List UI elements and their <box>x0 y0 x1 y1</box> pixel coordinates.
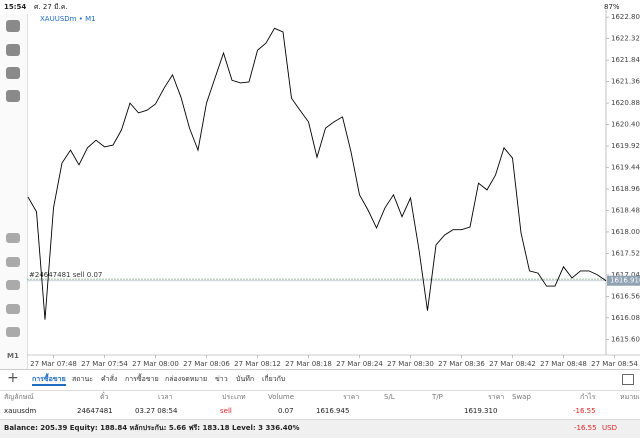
y-tick-label: 1619.440 <box>611 164 640 172</box>
bid-box <box>607 275 640 286</box>
bid-label: 1616.910 <box>610 277 640 285</box>
y-tick-label: 1617.040 <box>611 271 640 279</box>
tool-icon[interactable] <box>6 67 20 79</box>
x-tick-label: 27 Mar 08:24 <box>336 360 383 368</box>
tab[interactable]: สถานะ <box>72 375 93 383</box>
column-header hdr: เวลา <box>158 393 173 401</box>
x-tick-label: 27 Mar 08:18 <box>285 360 332 368</box>
y-tick-label: 1618.960 <box>611 185 640 193</box>
y-tick-label: 1616.080 <box>611 314 640 322</box>
total-profit: -16.55 <box>574 424 597 432</box>
currency: USD <box>602 424 617 432</box>
table-cell[interactable]: 03.27 08:54 <box>135 407 178 415</box>
y-tick-label: 1620.400 <box>611 121 640 129</box>
status-time: 15:54 <box>4 3 27 11</box>
table-cell[interactable]: 24647481 <box>77 407 113 415</box>
y-tick-label: 1615.600 <box>611 335 640 343</box>
x-tick-label: 27 Mar 07:54 <box>81 360 128 368</box>
table-cell[interactable]: xauusdm <box>4 407 37 415</box>
column-header hdr: กำไร <box>580 393 596 401</box>
add-button[interactable]: + <box>7 370 19 386</box>
y-tick-label: 1620.880 <box>611 99 640 107</box>
table-cell[interactable]: 0.07 <box>278 407 294 415</box>
x-tick-label: 27 Mar 08:12 <box>234 360 281 368</box>
chart: XAUUSDm • M1 1615.600 1616.080 1616.560 161… <box>27 10 640 368</box>
tool-icon[interactable] <box>6 280 20 290</box>
tab[interactable]: การซื้อขาย <box>125 375 159 383</box>
tool-icon[interactable] <box>6 44 20 56</box>
column-header hdr: ราคา <box>488 393 505 401</box>
price-line <box>27 27 607 320</box>
y-tick-label: 1619.920 <box>611 142 640 150</box>
tool-icon[interactable] <box>6 257 20 267</box>
order-label: #24647481 sell 0.07 <box>29 271 102 279</box>
table-cell[interactable]: -16.55 <box>573 407 596 415</box>
account-summary: Balance: 205.39 Equity: 188.84 หลักประกั… <box>4 424 300 432</box>
tool-icon[interactable] <box>6 304 20 314</box>
y-tick-label: 1622.320 <box>611 35 640 43</box>
y-tick-label: 1621.840 <box>611 56 640 64</box>
table-cell[interactable]: sell <box>220 407 232 415</box>
column-header hdr: Swap <box>512 393 531 401</box>
tool-icon[interactable] <box>6 90 20 102</box>
column-header hdr: Volume <box>268 393 295 401</box>
column-header hdr: ประเภท <box>222 393 246 401</box>
x-tick-label: 27 Mar 08:48 <box>540 360 587 368</box>
y-tick-label: 1617.520 <box>611 249 640 257</box>
column-header hdr: ราคา <box>343 393 360 401</box>
y-tick-label: 1618.480 <box>611 206 640 214</box>
x-tick-label: 27 Mar 08:30 <box>387 360 434 368</box>
y-tick-label: 1621.360 <box>611 78 640 86</box>
tool-icon[interactable] <box>6 233 20 243</box>
y-tick-label: 1618.000 <box>611 228 640 236</box>
column-header hdr: ตั๋ว <box>100 393 109 401</box>
x-tick-label: 27 Mar 08:54 <box>591 360 638 368</box>
tool-icon[interactable] <box>6 20 20 32</box>
tab-active[interactable]: การซื้อขาย <box>32 374 66 386</box>
y-tick-label: 1616.560 <box>611 292 640 300</box>
x-tick-label: 27 Mar 08:00 <box>132 360 179 368</box>
status-date: ศ. 27 มี.ค. <box>34 3 68 11</box>
tab[interactable]: คำสั่ง <box>101 375 118 383</box>
tool-icon[interactable] <box>6 327 20 337</box>
x-tick-label: 27 Mar 08:36 <box>438 360 485 368</box>
tab[interactable]: บันทึก <box>236 375 255 383</box>
tab-bar <box>0 369 640 391</box>
tab[interactable]: เกี่ยวกับ <box>262 375 286 383</box>
table-cell[interactable]: 1619.310 <box>464 407 498 415</box>
tab[interactable]: กล่องจดหมาย <box>165 375 208 383</box>
x-tick-label: 27 Mar 08:06 <box>183 360 230 368</box>
chart-title: XAUUSDm • M1 <box>40 15 96 23</box>
battery: 87% <box>604 3 620 11</box>
column-header hdr: สัญลักษณ์ <box>4 393 34 401</box>
tab[interactable]: ข่าว <box>215 375 228 383</box>
x-tick-label: 27 Mar 07:48 <box>30 360 77 368</box>
column-header hdr: หมายเหตุ <box>620 393 640 401</box>
y-tick-label: 1622.800 <box>611 13 640 21</box>
column-header hdr: T/P <box>432 393 443 401</box>
timeframe-label[interactable]: M1 <box>7 352 19 360</box>
layout-icon[interactable] <box>622 374 634 385</box>
x-tick-label: 27 Mar 08:42 <box>489 360 536 368</box>
table-cell[interactable]: 1616.945 <box>316 407 350 415</box>
footer-bar <box>0 419 640 438</box>
column-header hdr: S/L <box>384 393 395 401</box>
